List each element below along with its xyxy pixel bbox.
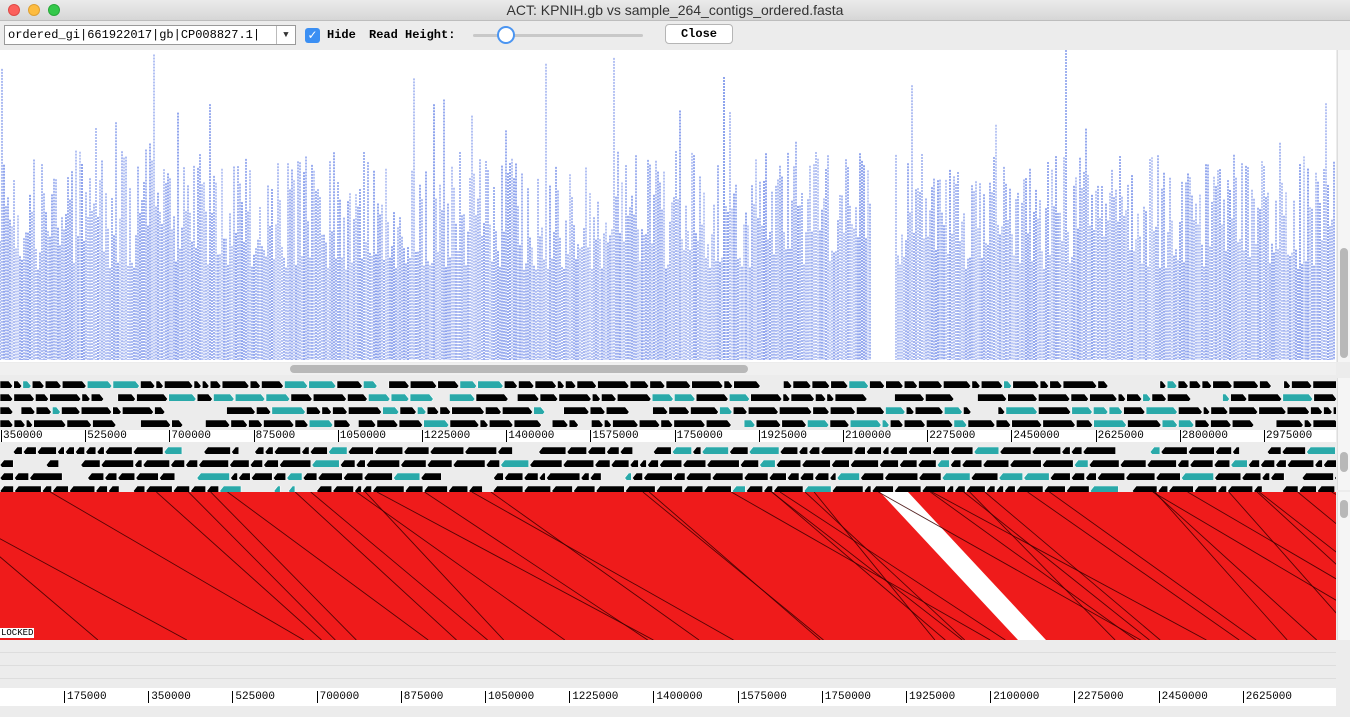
comparison-matches [0,492,1336,640]
ruler-top-tick: 1400000 [506,430,555,442]
ruler-top-tick: 2800000 [1179,430,1229,442]
reads-horizontal-scroll-thumb[interactable] [290,365,748,373]
reverse-frame-3[interactable] [0,483,1336,493]
forward-frame-3[interactable] [0,404,1336,414]
ruler-top-tick: 1225000 [422,430,471,442]
ruler-bottom-tick: 350000 [148,691,191,703]
ruler-top-tick: 875000 [253,430,296,442]
ruler-bottom-tick: 1925000 [906,691,955,703]
features-vertical-scrollbar[interactable] [1337,378,1350,490]
read-height-slider-thumb[interactable] [497,26,515,44]
ruler-bottom-tick: 1225000 [569,691,618,703]
reads-vertical-scrollbar[interactable] [1337,50,1350,362]
reverse-frame-2[interactable] [0,470,1336,480]
ruler-bottom-tick: 2100000 [990,691,1039,703]
read-height-slider-track[interactable] [473,34,643,37]
ruler-bottom-tick: 2275000 [1074,691,1124,703]
ruler-top-tick: 1750000 [674,430,723,442]
comparison-scroll-thumb[interactable] [1340,500,1348,518]
bottom-sequence-ruler: 175000 350000 525000 700000 875000 1050000 122… [0,688,1336,706]
minimize-window-icon[interactable] [28,4,40,16]
ruler-top-tick: 1925000 [758,430,808,442]
comparison-vertical-scrollbar[interactable] [1337,492,1350,640]
reverse-frame-1[interactable] [0,457,1336,467]
ruler-bottom-tick: 2450000 [1158,691,1208,703]
forward-frame-1[interactable] [0,378,1336,388]
read-coverage-panel[interactable] [0,50,1336,362]
ruler-bottom-tick: 175000 [64,691,107,703]
read-height-label: Read Height: [369,28,456,42]
ruler-top-tick: 700000 [169,430,211,442]
sequence-select-value: ordered_gi|661922017|gb|CP008827.1| [8,28,261,42]
reverse-strand[interactable] [0,444,1336,454]
zoom-window-icon[interactable] [48,4,60,16]
ruler-top-tick: 2275000 [927,430,976,442]
comparison-panel[interactable] [0,492,1336,640]
ruler-bottom-tick: 875000 [400,691,443,703]
hide-checkbox[interactable]: ✓ [305,28,320,43]
sequence-select[interactable]: ordered_gi|661922017|gb|CP008827.1| ▼ [4,25,296,45]
ruler-top-tick: 2100000 [843,430,892,442]
ruler-bottom-tick: 700000 [316,691,359,703]
dropdown-arrow-icon[interactable]: ▼ [276,26,295,44]
toolbar: ordered_gi|661922017|gb|CP008827.1| ▼ ✓ … [0,21,1350,49]
hide-label: Hide [327,28,356,42]
close-button[interactable]: Close [665,24,733,44]
ruler-top-tick: 1050000 [337,430,387,442]
ruler-bottom-tick: 525000 [232,691,275,703]
ruler-bottom-tick: 1750000 [821,691,871,703]
close-window-icon[interactable] [8,4,20,16]
forward-strand[interactable] [0,417,1336,427]
forward-frame-2[interactable] [0,391,1336,401]
ruler-top-tick: 1575000 [590,430,639,442]
read-coverage-plot [0,50,1335,360]
features-scroll-thumb[interactable] [1340,452,1348,472]
reads-vertical-scroll-thumb[interactable] [1340,248,1348,358]
ruler-bottom-tick: 2625000 [1242,691,1292,703]
ruler-bottom-tick: 1575000 [737,691,787,703]
ruler-top-tick: 2625000 [1095,430,1144,442]
ruler-top-tick: 2975000 [1264,430,1313,442]
ruler-top-tick: 525000 [85,430,127,442]
ruler-top-tick: 350000 [1,430,43,442]
title-bar: ACT: KPNIH.gb vs sample_264_contigs_orde… [0,0,1350,21]
ruler-bottom-tick: 1050000 [485,691,534,703]
window-title: ACT: KPNIH.gb vs sample_264_contigs_orde… [506,2,844,18]
ruler-top-tick: 2450000 [1011,430,1060,442]
locked-label: LOCKED [0,628,35,638]
lower-feature-tracks[interactable] [0,641,1336,687]
ruler-bottom-tick: 1400000 [653,691,703,703]
reads-horizontal-scrollbar[interactable] [0,363,1336,375]
top-sequence-ruler: 350000 525000 700000 875000 1050000 1225000 14… [0,430,1336,442]
